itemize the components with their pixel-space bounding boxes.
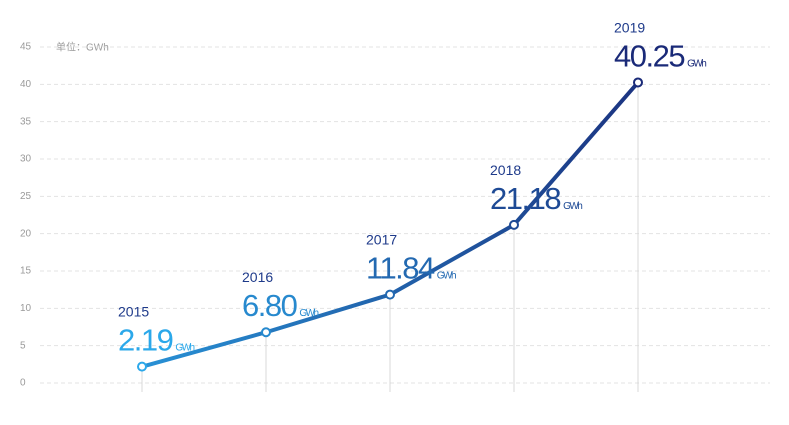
value-unit: GWh [437,271,456,282]
value-unit: GWh [687,58,706,69]
value-number: 6.80 [242,288,298,323]
point [385,289,395,300]
y-tick-label: 45 [20,42,32,53]
y-tick-label: 25 [20,191,32,202]
y-tick-label: 30 [20,154,32,165]
y-tick-label: 20 [20,228,32,239]
value-label: 2.19 GWh [118,323,195,358]
point [261,327,271,338]
year-label: 2016 [242,269,273,285]
y-tick-label: 0 [20,378,26,389]
value-number: 2.19 [118,323,173,358]
value-label: 40.25 GWh [614,38,706,73]
value-unit: GWh [563,201,582,212]
year-label: 2018 [490,162,521,178]
value-unit: GWh [299,308,318,319]
year-label: 2015 [118,304,149,320]
y-tick-label: 10 [20,303,32,314]
value-number: 40.25 [614,38,684,73]
value-label: 6.80 GWh [242,288,319,323]
year-label: 2017 [366,232,397,248]
value-number: 21.18 [490,181,560,216]
y-tick-label: 15 [20,266,32,277]
value-unit: GWh [175,343,194,354]
y-tick-label: 40 [20,79,32,90]
year-label: 2019 [614,19,645,35]
value-label: 21.18 GWh [490,181,582,216]
point [509,219,519,230]
value-label: 11.84 GWh [366,251,456,286]
point [633,77,643,88]
value-number: 11.84 [366,251,435,286]
y-tick-label: 35 [20,116,32,127]
y-tick-label: 5 [20,340,26,351]
point [137,361,147,372]
